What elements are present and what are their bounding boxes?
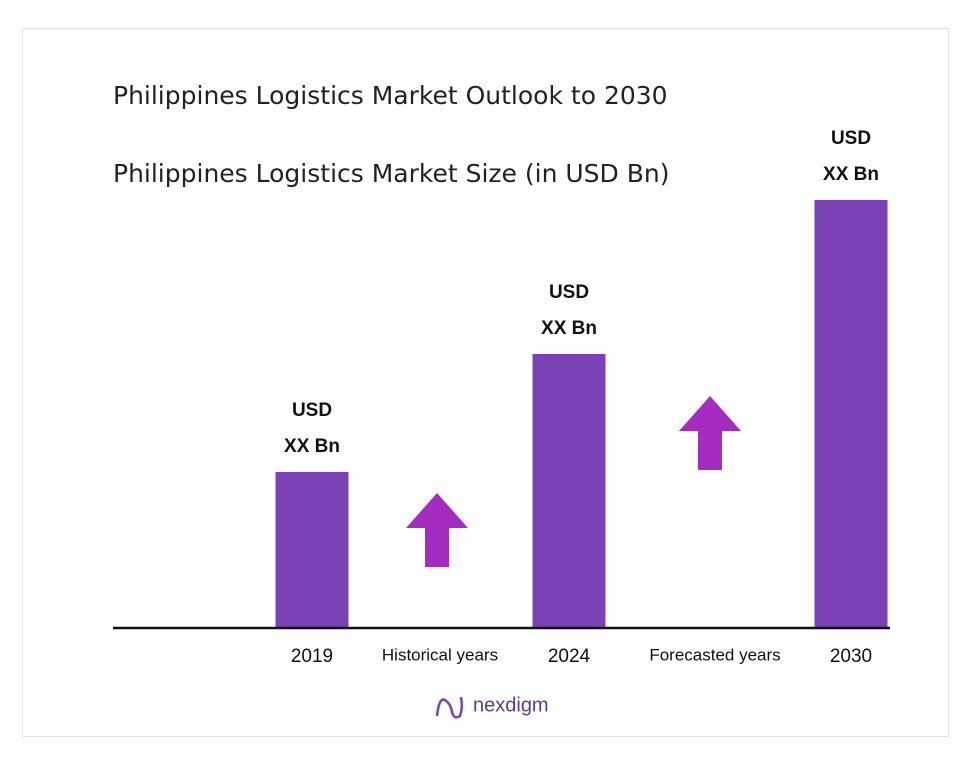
bar — [814, 200, 888, 628]
value-label: USD XX Bn — [823, 128, 879, 185]
chart-title: Philippines Logistics Market Outlook to … — [113, 81, 668, 110]
x-tick-label: 2030 — [830, 646, 872, 667]
x-tick-label: 2024 — [548, 646, 591, 667]
logo-text: nexdigm — [473, 694, 549, 716]
card — [22, 28, 949, 737]
value-label: USD XX Bn — [541, 282, 597, 339]
annotation: Forecasted years — [649, 645, 780, 664]
logo-icon — [435, 696, 464, 719]
growth-arrow — [679, 396, 741, 470]
value-label: USD XX Bn — [284, 400, 340, 457]
chart-subtitle: Philippines Logistics Market Size (in US… — [113, 159, 669, 188]
bar — [532, 354, 606, 628]
logo: nexdigm — [435, 694, 549, 719]
growth-arrow — [406, 493, 468, 567]
x-tick-label: 2019 — [291, 646, 333, 667]
bar — [275, 472, 349, 628]
annotation: Historical years — [382, 645, 498, 664]
